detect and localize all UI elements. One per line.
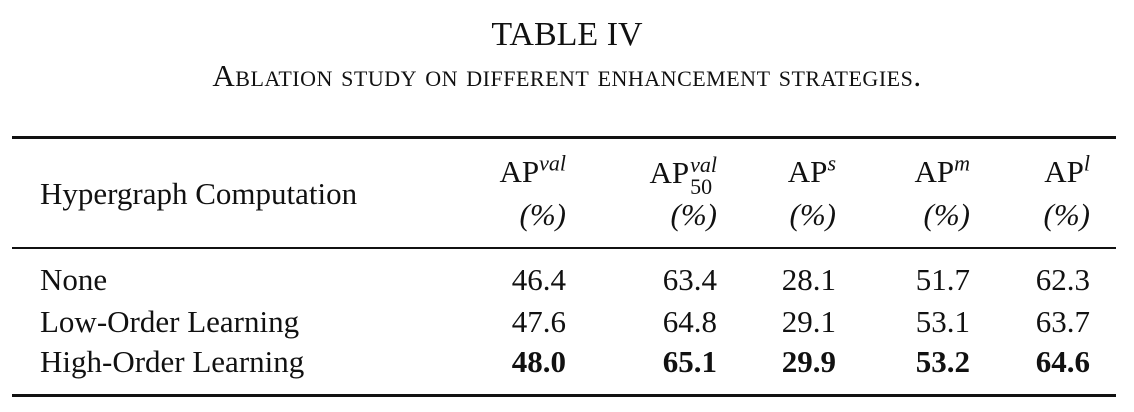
- table-caption: Ablation study on different enhancement …: [212, 58, 922, 93]
- column-header: APl: [1044, 150, 1090, 190]
- cell-value: 64.8: [662, 304, 717, 339]
- cell-value: 51.7: [915, 262, 970, 297]
- column-unit: (%): [789, 197, 836, 232]
- header-base: AP: [499, 154, 540, 189]
- cell-value: 63.4: [662, 262, 717, 297]
- header-base: AP: [649, 155, 690, 191]
- header-sup: s: [827, 150, 836, 176]
- cell-value: 48.0: [511, 344, 566, 379]
- header-base: AP: [914, 154, 955, 189]
- cell-value: 47.6: [511, 304, 566, 339]
- cell-value: 29.1: [781, 304, 836, 339]
- column-unit: (%): [670, 197, 717, 232]
- header-base: AP: [787, 154, 828, 189]
- column-unit: (%): [1043, 197, 1090, 232]
- column-unit: (%): [923, 197, 970, 232]
- cell-value: 65.1: [662, 344, 717, 379]
- column-unit: (%): [519, 197, 566, 232]
- header-sub: 50: [690, 174, 713, 199]
- header-sup: val: [539, 150, 566, 176]
- row-label: None: [40, 262, 108, 297]
- cell-value: 46.4: [511, 262, 566, 297]
- header-sup: m: [954, 150, 970, 176]
- row-label: High-Order Learning: [40, 344, 305, 379]
- header-base: AP: [1044, 154, 1084, 189]
- cell-value: 53.1: [915, 304, 970, 339]
- header-sup: l: [1083, 150, 1090, 176]
- column-header: APs: [787, 150, 836, 190]
- column-header: AP val 50: [649, 154, 717, 198]
- top-rule: [12, 136, 1116, 139]
- table-title: TABLE IV: [491, 16, 643, 53]
- cell-value: 64.6: [1035, 344, 1090, 379]
- header-sup: val: [690, 152, 717, 177]
- cell-value: 29.9: [781, 344, 836, 379]
- column-header: APm: [914, 150, 970, 190]
- cell-value: 28.1: [781, 262, 836, 297]
- cell-value: 62.3: [1035, 262, 1090, 297]
- column-header: APval: [499, 150, 566, 190]
- mid-rule: [12, 247, 1116, 249]
- bottom-rule: [12, 394, 1116, 397]
- cell-value: 53.2: [915, 344, 970, 379]
- row-label: Low-Order Learning: [40, 304, 300, 339]
- row-header: Hypergraph Computation: [40, 176, 358, 211]
- header-scripts: val 50: [690, 154, 717, 198]
- cell-value: 63.7: [1035, 304, 1090, 339]
